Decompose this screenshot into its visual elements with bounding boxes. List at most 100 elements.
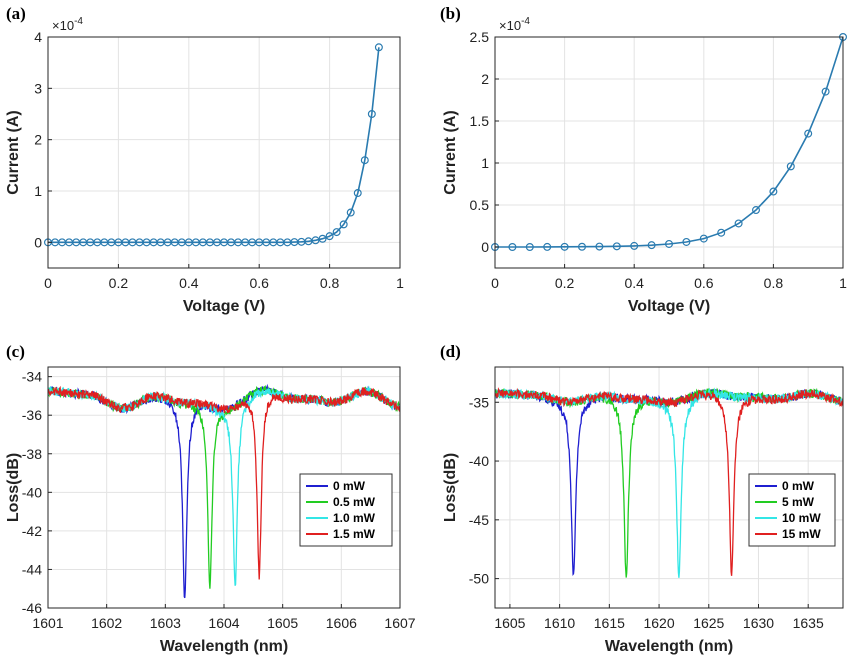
legend-label: 5 mW — [782, 495, 815, 509]
legend: 0 mW 0.5 mW 1.0 mW 1.5 mW — [299, 473, 393, 547]
y-tick-label: 3 — [34, 80, 42, 96]
x-tick-label: 0 — [491, 275, 499, 291]
data-point — [699, 234, 708, 243]
axes-frame — [494, 366, 844, 609]
series-line-3 — [495, 387, 843, 576]
legend-label: 0 mW — [333, 479, 366, 493]
data-point — [769, 187, 778, 196]
data-point — [346, 208, 355, 217]
x-tick-label: 1606 — [326, 615, 357, 631]
legend-label: 10 mW — [782, 511, 821, 525]
data-point — [560, 242, 569, 251]
y-multiplier-base: ×10 — [499, 18, 521, 33]
plot-area — [495, 37, 843, 268]
legend-label: 1.5 mW — [333, 527, 376, 541]
data-point — [339, 220, 348, 229]
panel-label: (c) — [6, 342, 25, 361]
x-tick-label: 0 — [44, 275, 52, 291]
y-tick-label: 0 — [481, 239, 489, 255]
data-point — [318, 234, 327, 243]
data-point — [647, 241, 656, 250]
panel-label: (d) — [440, 342, 461, 361]
data-point — [751, 206, 760, 215]
x-tick-label: 1607 — [384, 615, 415, 631]
data-point — [821, 87, 830, 96]
x-tick-label: 1605 — [494, 615, 525, 631]
x-tick-label: 0.2 — [555, 275, 575, 291]
legend: 0 mW 5 mW 10 mW 15 mW — [748, 473, 836, 547]
y-tick-label: 0.5 — [470, 197, 490, 213]
x-axis-label: Wavelength (nm) — [160, 638, 288, 655]
panel-label: (a) — [6, 4, 26, 23]
x-tick-label: 1615 — [594, 615, 625, 631]
y-tick-label: 2 — [481, 71, 489, 87]
data-point — [508, 243, 517, 252]
panel-c: 0 mW 0.5 mW 1.0 mW 1.5 mW 1601 1602 1603 1604 16… — [5, 342, 416, 655]
x-tick-label: 0.8 — [320, 275, 340, 291]
data-point — [612, 242, 621, 251]
y-tick-label: -40 — [22, 484, 42, 500]
data-point — [664, 239, 673, 248]
x-tick-label: 0.4 — [179, 275, 199, 291]
x-tick-label: 1 — [396, 275, 404, 291]
y-tick-label: -35 — [469, 394, 489, 410]
y-tick-label: 0 — [34, 234, 42, 250]
legend-label: 0.5 mW — [333, 495, 376, 509]
y-multiplier-exponent: -4 — [74, 16, 83, 27]
y-multiplier: ×10-4 — [52, 16, 83, 33]
data-point — [717, 228, 726, 237]
x-tick-label: 0.2 — [109, 275, 129, 291]
y-tick-label: -50 — [469, 571, 489, 587]
data-point — [577, 242, 586, 251]
x-tick-label: 1625 — [693, 615, 724, 631]
x-tick-label: 1601 — [32, 615, 63, 631]
data-point — [734, 219, 743, 228]
y-tick-label: 2.5 — [470, 29, 490, 45]
x-tick-label: 1630 — [743, 615, 774, 631]
x-axis-label: Voltage (V) — [183, 298, 265, 315]
y-tick-label: -45 — [469, 512, 489, 528]
legend-label: 0 mW — [782, 479, 815, 493]
data-point — [525, 243, 534, 252]
y-tick-label: -38 — [22, 446, 42, 462]
legend-label: 15 mW — [782, 527, 821, 541]
x-tick-label: 1610 — [544, 615, 575, 631]
y-tick-label: 1 — [481, 155, 489, 171]
data-point — [374, 43, 383, 52]
y-tick-label: -36 — [22, 407, 42, 423]
y-tick-label: 2 — [34, 132, 42, 148]
y-multiplier-exponent: -4 — [521, 16, 530, 27]
data-point — [786, 162, 795, 171]
panel-label: (b) — [440, 4, 461, 23]
x-tick-label: 1 — [839, 275, 847, 291]
plot-area — [48, 37, 400, 268]
data-point — [543, 242, 552, 251]
x-tick-label: 1635 — [793, 615, 824, 631]
y-axis-label: Loss(dB) — [5, 453, 22, 522]
legend-label: 1.0 mW — [333, 511, 376, 525]
data-point — [325, 232, 334, 241]
data-point — [360, 156, 369, 165]
x-tick-label: 1605 — [267, 615, 298, 631]
data-point — [332, 228, 341, 237]
series-line-3 — [48, 385, 400, 580]
series-line — [495, 37, 843, 248]
axes-frame — [47, 36, 401, 269]
y-tick-label: 1 — [34, 183, 42, 199]
y-tick-label: -34 — [22, 369, 42, 385]
y-tick-label: 1.5 — [470, 113, 490, 129]
x-axis-label: Voltage (V) — [628, 298, 710, 315]
y-tick-label: -40 — [469, 453, 489, 469]
data-point — [367, 109, 376, 118]
data-point — [630, 241, 639, 250]
x-tick-label: 1604 — [208, 615, 239, 631]
x-tick-label: 0.8 — [764, 275, 784, 291]
panel-d: 0 mW 5 mW 10 mW 15 mW 1605 1610 1615 1620 1625 16… — [440, 342, 844, 655]
axes-frame — [494, 36, 844, 269]
x-axis-label: Wavelength (nm) — [605, 638, 733, 655]
y-tick-label: -46 — [22, 600, 42, 616]
data-point — [595, 242, 604, 251]
y-multiplier: ×10-4 — [499, 16, 530, 33]
panel-a: 0 0.2 0.4 0.6 0.8 1 0 1 2 3 4 Voltage (V) Current (A… — [5, 4, 404, 315]
